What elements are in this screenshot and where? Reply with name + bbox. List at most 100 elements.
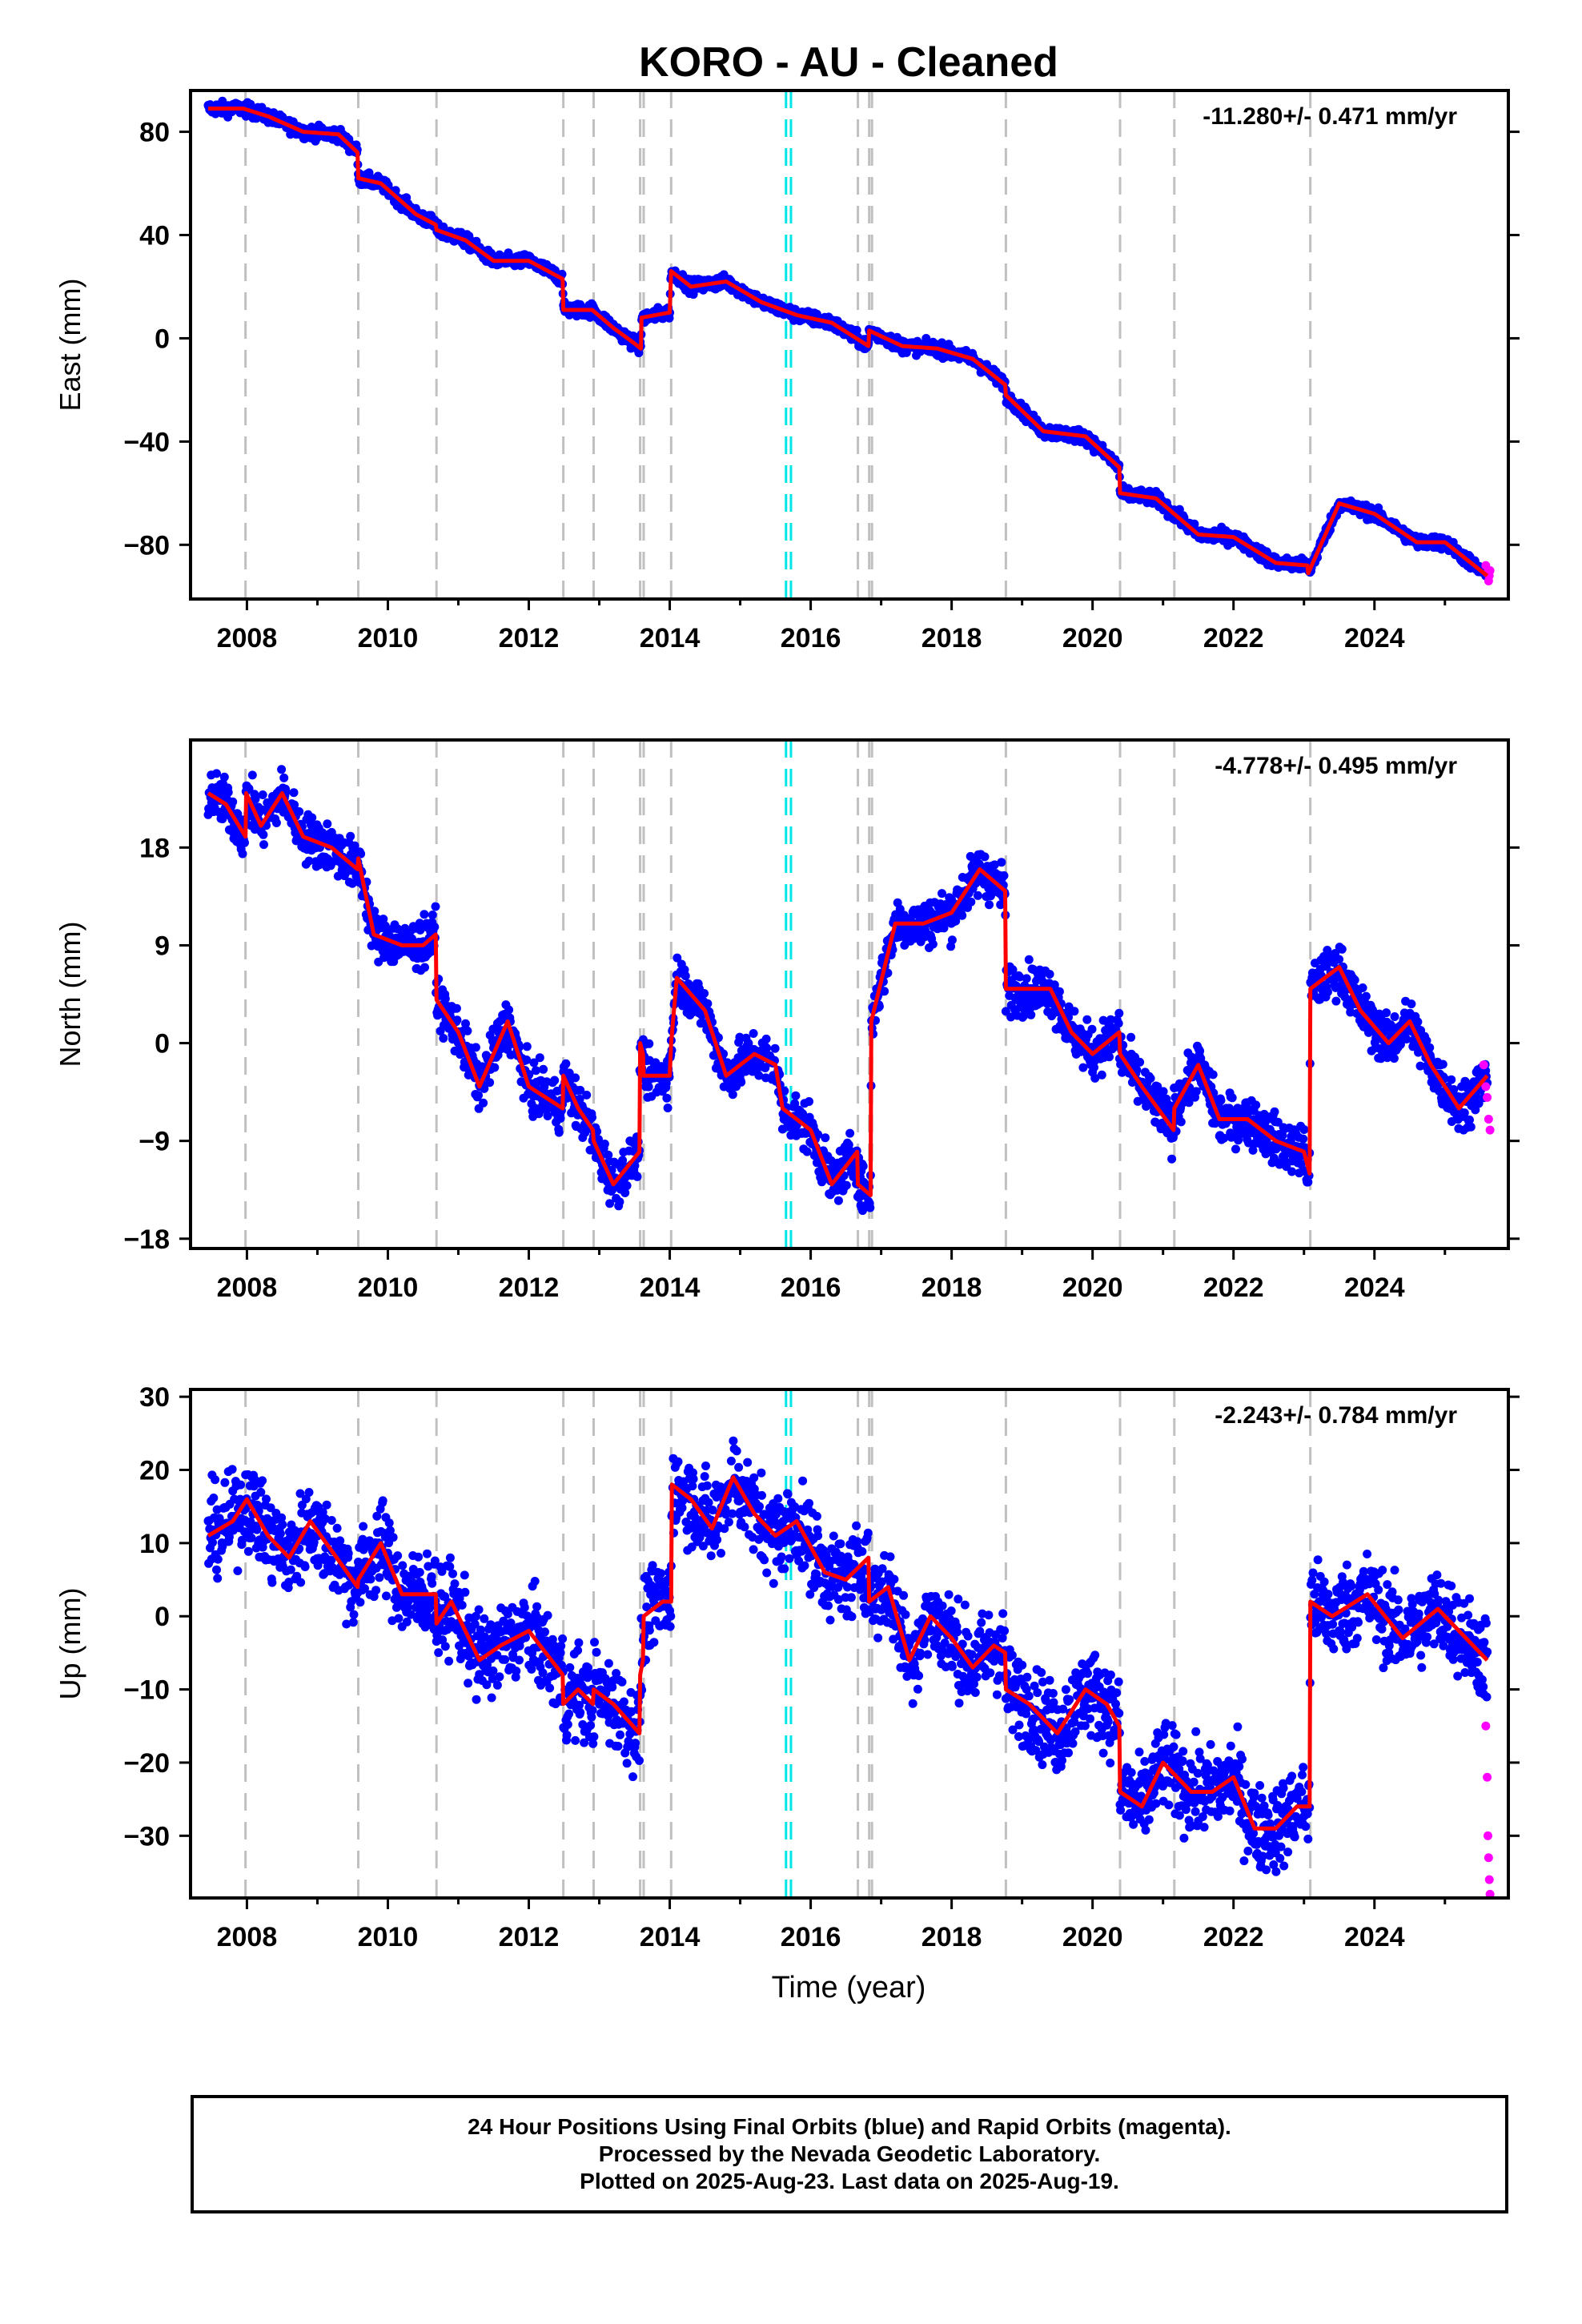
- final-orbit-point: [504, 1005, 514, 1015]
- final-orbit-point: [571, 1073, 580, 1083]
- final-orbit-point: [1054, 987, 1064, 996]
- final-orbit-point: [323, 819, 332, 829]
- final-orbit-point: [346, 831, 355, 841]
- final-orbit-point: [439, 1034, 448, 1043]
- final-orbit-point: [550, 1076, 560, 1085]
- final-orbit-point: [1087, 1024, 1097, 1034]
- final-orbit-point: [1323, 987, 1332, 997]
- north-panel: 2008 2010 2012 2014 2016 2018 2020 2022 2024−18−…: [54, 738, 1520, 1303]
- east-model-line: [208, 107, 1489, 577]
- final-orbit-point: [1227, 1093, 1237, 1103]
- final-orbit-point: [600, 1140, 609, 1148]
- x-tick-label: 2012: [499, 623, 560, 653]
- final-orbit-point: [490, 1063, 500, 1072]
- final-orbit-point: [430, 923, 440, 931]
- final-orbit-point: [958, 911, 967, 920]
- x-tick-label: 2008: [217, 623, 278, 653]
- final-orbit-point: [615, 1197, 624, 1207]
- final-orbit-point: [1097, 1070, 1106, 1080]
- final-orbit-point: [1114, 1008, 1124, 1018]
- figure-title: KORO - AU - Cleaned: [639, 39, 1058, 86]
- final-orbit-point: [431, 902, 440, 911]
- final-orbit-point: [223, 787, 233, 797]
- final-orbit-point: [259, 840, 268, 850]
- final-orbit-point: [999, 870, 1009, 880]
- final-orbit-point: [271, 818, 281, 827]
- final-orbit-point: [662, 1093, 672, 1103]
- final-orbit-point: [703, 999, 713, 1008]
- final-orbit-point: [749, 1029, 758, 1038]
- final-orbit-point: [428, 911, 437, 919]
- east-velocity-label: -11.280+/- 0.471 mm/yr: [1203, 103, 1457, 130]
- final-orbit-point: [420, 963, 429, 972]
- final-orbit-point: [1158, 1087, 1168, 1096]
- final-orbit-point: [259, 830, 268, 839]
- final-orbit-point: [588, 1112, 596, 1122]
- final-orbit-point: [561, 1059, 571, 1068]
- final-orbit-point: [1287, 1167, 1297, 1176]
- final-orbit-point: [761, 1034, 771, 1043]
- x-tick-label: 2022: [1203, 623, 1264, 653]
- final-orbit-point: [522, 1042, 532, 1051]
- final-orbit-point: [1335, 955, 1344, 964]
- final-orbit-point: [938, 889, 946, 899]
- final-orbit-point: [973, 891, 982, 900]
- final-orbit-point: [531, 1066, 540, 1076]
- final-orbit-point: [728, 1090, 737, 1100]
- east-panel: 2008 2010 2012 2014 2016 2018 2020 2022 2024−80−…: [54, 89, 1520, 653]
- final-orbit-point: [277, 765, 287, 774]
- final-orbit-point: [1350, 975, 1359, 985]
- final-orbit-point: [1045, 970, 1054, 979]
- final-orbit-point: [1251, 1100, 1261, 1110]
- y-tick-label: −40: [123, 427, 170, 457]
- x-tick-label: 2024: [1344, 623, 1405, 653]
- final-orbit-point: [479, 1098, 488, 1108]
- y-tick-label: 0: [155, 324, 170, 354]
- final-orbit-point: [737, 1077, 746, 1087]
- final-orbit-point: [258, 790, 267, 799]
- final-orbit-point: [770, 1043, 780, 1053]
- final-orbit-point: [791, 1091, 801, 1100]
- final-orbit-point: [1299, 1125, 1309, 1134]
- final-orbit-point: [622, 1181, 632, 1190]
- final-orbit-point: [1114, 1019, 1123, 1028]
- final-orbit-point: [833, 1196, 843, 1205]
- final-orbit-point: [644, 1039, 654, 1048]
- x-tick-label: 2010: [358, 623, 419, 653]
- final-orbit-point: [228, 797, 238, 806]
- final-orbit-point: [1022, 974, 1031, 983]
- final-orbit-point: [247, 770, 257, 780]
- final-orbit-point: [582, 1090, 592, 1100]
- final-orbit-point: [240, 838, 249, 847]
- final-orbit-point: [762, 1043, 772, 1053]
- final-orbit-point: [554, 1128, 564, 1137]
- y-tick-label: −80: [123, 530, 170, 561]
- final-orbit-point: [474, 1091, 483, 1100]
- final-orbit-point: [865, 1203, 875, 1212]
- final-orbit-point: [1216, 1096, 1226, 1105]
- east-final-points: [203, 96, 1492, 581]
- final-orbit-point: [535, 1053, 544, 1063]
- final-orbit-point: [471, 1043, 480, 1052]
- final-orbit-point: [238, 849, 247, 858]
- final-orbit-point: [852, 325, 861, 335]
- final-orbit-point: [1337, 944, 1347, 954]
- y-tick-label: 40: [139, 221, 170, 251]
- final-orbit-point: [463, 1026, 472, 1035]
- final-orbit-point: [1024, 955, 1034, 964]
- final-orbit-point: [985, 900, 994, 910]
- final-orbit-point: [289, 788, 299, 798]
- final-orbit-point: [219, 772, 229, 782]
- x-tick-label: 2014: [640, 623, 701, 653]
- final-orbit-point: [997, 858, 1006, 867]
- final-orbit-point: [1146, 1074, 1155, 1083]
- final-orbit-point: [556, 1114, 565, 1123]
- final-orbit-point: [681, 971, 690, 981]
- final-orbit-point: [644, 1082, 653, 1092]
- east-plot-frame: [189, 89, 1510, 601]
- final-orbit-point: [1135, 1057, 1145, 1067]
- final-orbit-point: [212, 769, 221, 778]
- final-orbit-point: [1026, 1010, 1036, 1019]
- final-orbit-point: [1082, 1015, 1092, 1024]
- final-orbit-point: [928, 939, 938, 949]
